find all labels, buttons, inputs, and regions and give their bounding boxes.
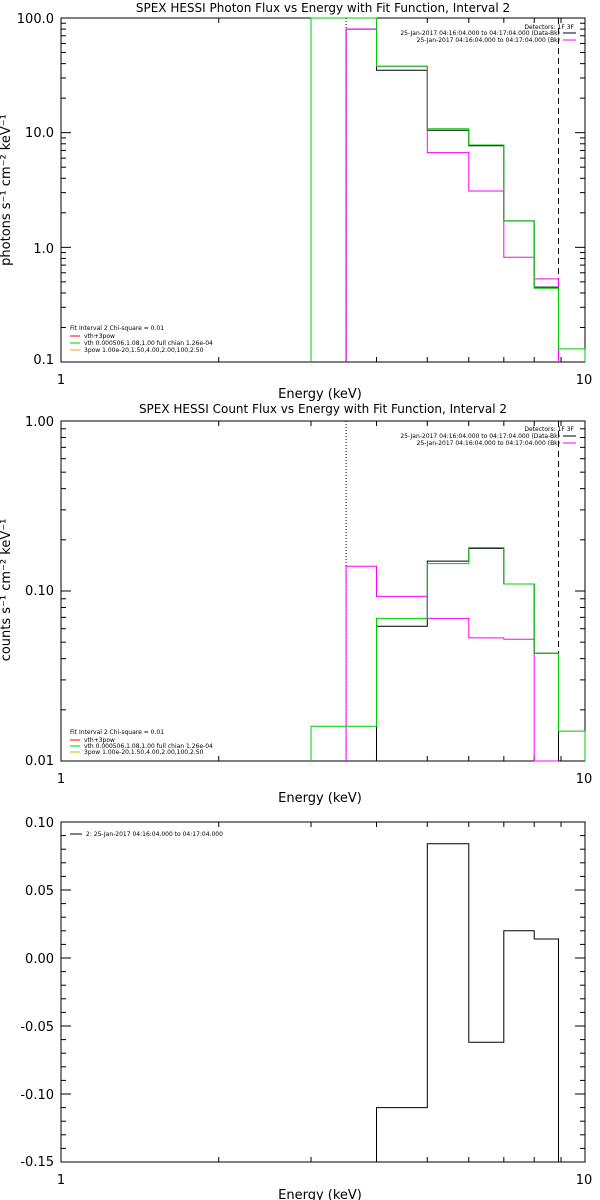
residuals-legend: 2: 25-Jan-2017 04:16:04.000 to 04:17:04.…	[70, 831, 223, 838]
count-flux-ylabel: counts s⁻¹ cm⁻² keV⁻¹	[0, 519, 14, 662]
residuals-tick-marks	[61, 821, 585, 1163]
photon-flux-tick-marks	[61, 17, 585, 363]
photon-flux-fit-legend-entry: 3pow 1.00e-20,1.50,4.00,2.00,100,2.50	[84, 347, 204, 354]
residuals-ytick-label: -0.10	[20, 1088, 54, 1103]
count-flux-fit-legend-entry: 3pow 1.00e-20,1.50,4.00,2.00,100,2.50	[84, 749, 204, 756]
photon-flux-series-2-step-line	[310, 17, 586, 362]
residuals-xtick-label: 10	[576, 1173, 593, 1188]
count-flux-fit-legend-title: Fit Interval 2 Chi-square = 0.01	[70, 729, 164, 736]
count-flux-series-1-step-line	[345, 565, 559, 762]
count-flux-ytick-label: 0.01	[25, 754, 54, 769]
photon-flux-ytick-label: 10.0	[25, 126, 54, 141]
photon-flux-series	[310, 17, 586, 362]
photon-flux-xtick-label: 1	[57, 373, 65, 388]
photon-flux-detector-legend-title: Detectors: 1F 3F	[524, 24, 574, 31]
count-flux-title: SPEX HESSI Count Flux vs Energy with Fit…	[139, 402, 507, 416]
count-flux-series-0-step-line	[346, 547, 559, 762]
photon-flux-ylabel: photons s⁻¹ cm⁻² keV⁻¹	[0, 114, 14, 266]
residuals-xtick-label: 1	[57, 1173, 65, 1188]
photon-flux-ytick-label: 100.0	[17, 12, 54, 27]
residuals-ytick-label: 0.05	[25, 884, 54, 899]
photon-flux-detector-legend-entry: 25-Jan-2017 04:16:04.000 to 04:17:04.000…	[400, 30, 560, 37]
count-flux-fit-legend-entry: vth 0.000506,1.08,1.00 full chian 1.26e-…	[84, 743, 213, 750]
count-flux-detector-legend: Detectors: 1F 3F 25-Jan-2017 04:16:04.00…	[400, 426, 576, 447]
photon-flux-ytick-label: 1.0	[33, 242, 54, 257]
photon-flux-title: SPEX HESSI Photon Flux vs Energy with Fi…	[136, 1, 510, 15]
photon-flux-xlabel: Energy (keV)	[278, 387, 362, 402]
count-flux-series-2-step-line	[310, 547, 586, 761]
count-flux-series	[310, 547, 586, 762]
count-flux-fit-legend: Fit Interval 2 Chi-square = 0.01 vth+3po…	[70, 729, 213, 756]
residuals-series-0-step-line	[346, 843, 559, 1163]
photon-flux-panel: SPEX HESSI Photon Flux vs Energy with Fi…	[0, 1, 592, 402]
photon-flux-fit-legend-entry: vth+3pow	[84, 333, 115, 340]
count-flux-detector-legend-entry: 25-Jan-2017 04:16:04.000 to 04:17:04.000…	[400, 433, 560, 440]
count-flux-ytick-label: 0.10	[25, 584, 54, 599]
photon-flux-xtick-label: 10	[576, 373, 593, 388]
photon-flux-plot-frame	[60, 17, 586, 363]
photon-flux-series-0-step-line	[345, 28, 559, 362]
photon-flux-ytick-label: 0.1	[33, 353, 54, 368]
photon-flux-detector-legend: Detectors: 1F 3F 25-Jan-2017 04:16:04.00…	[400, 24, 576, 44]
count-flux-ytick-label: 1.00	[25, 415, 54, 430]
photon-flux-detector-legend-entry: 25-Jan-2017 04:16:04.000 to 04:17:04.000…	[417, 37, 560, 44]
count-flux-xtick-label: 1	[57, 772, 65, 787]
count-flux-tick-marks	[61, 420, 585, 762]
residuals-ytick-label: -0.05	[20, 1020, 54, 1035]
residuals-ytick-label: 0.00	[25, 952, 54, 967]
count-flux-detector-legend-title: Detectors: 1F 3F	[524, 426, 574, 433]
count-flux-reference-lines	[345, 421, 559, 761]
count-flux-xlabel: Energy (keV)	[278, 791, 362, 806]
residuals-series	[346, 843, 559, 1163]
residuals-ytick-label: -0.15	[20, 1155, 54, 1170]
count-flux-plot-frame	[60, 420, 586, 762]
count-flux-detector-legend-entry: 25-Jan-2017 04:16:04.000 to 04:17:04.000…	[417, 440, 560, 447]
photon-flux-fit-legend: Fit Interval 2 Chi-square = 0.01 vth+3po…	[70, 325, 213, 354]
residuals-legend-entry: 2: 25-Jan-2017 04:16:04.000 to 04:17:04.…	[86, 831, 223, 838]
photon-flux-fit-legend-title: Fit Interval 2 Chi-square = 0.01	[70, 325, 164, 332]
photon-flux-reference-lines	[345, 18, 559, 362]
residuals-xlabel: Energy (keV)	[278, 1188, 362, 1200]
residuals-plot-frame	[60, 821, 586, 1163]
count-flux-panel: SPEX HESSI Count Flux vs Energy with Fit…	[0, 402, 592, 806]
count-flux-xtick-label: 10	[576, 772, 593, 787]
count-flux-fit-legend-entry: vth+3pow	[84, 737, 115, 744]
photon-flux-series-1-step-line	[345, 28, 559, 362]
residuals-ytick-label: 0.10	[25, 816, 54, 831]
photon-flux-fit-legend-entry: vth 0.000506,1.08,1.00 full chian 1.26e-…	[84, 340, 213, 347]
residuals-panel: 0.10 0.05 0.00 -0.05 -0.10 -0.15 1 10 En…	[20, 816, 592, 1200]
